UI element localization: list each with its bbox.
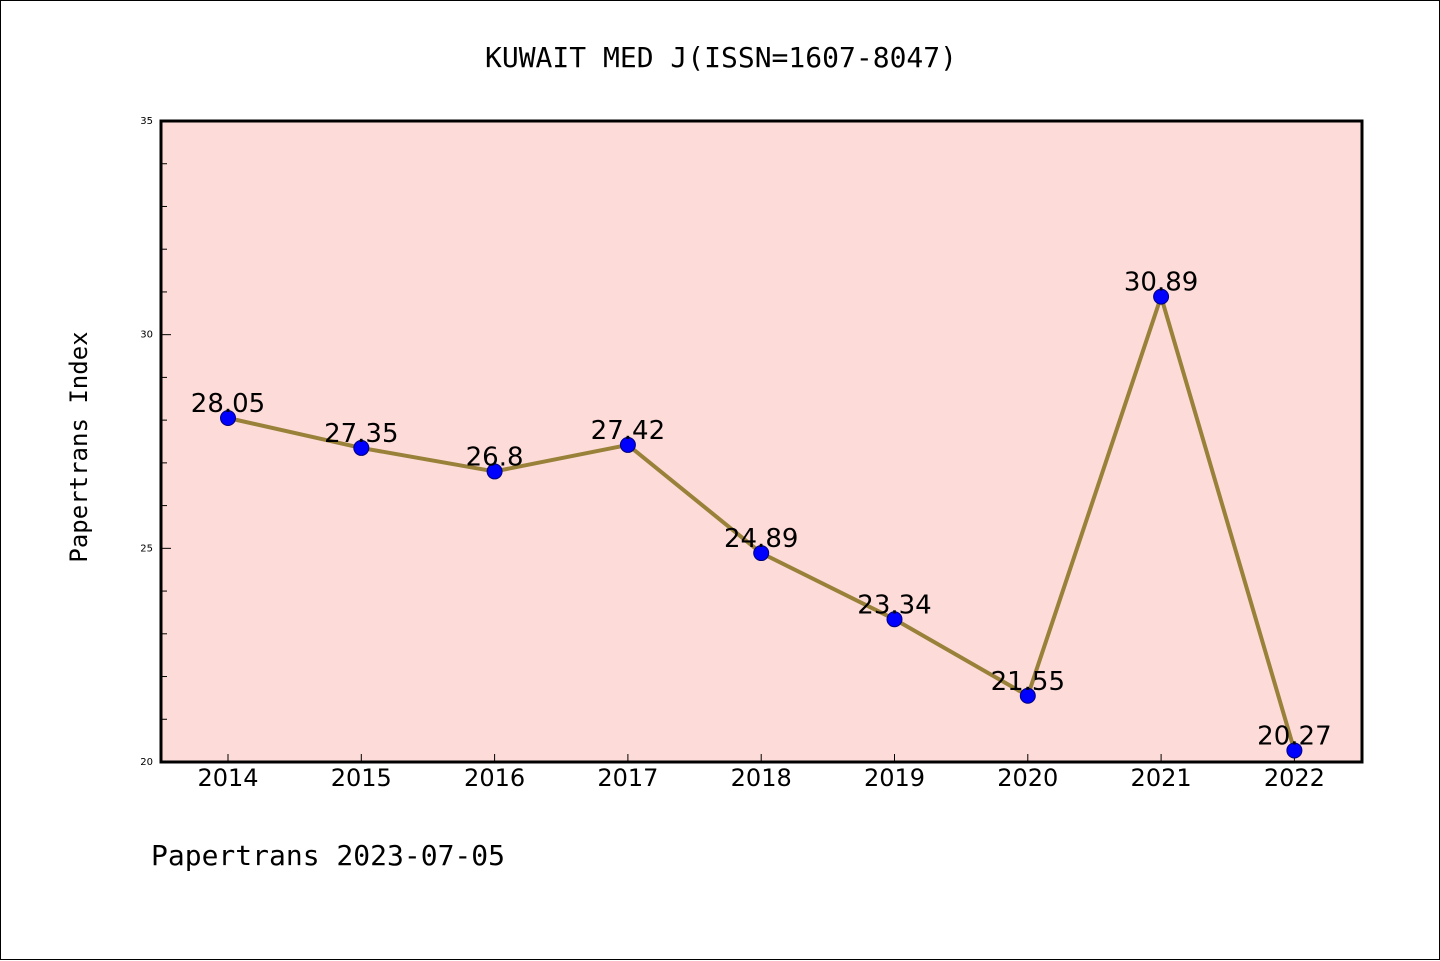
data-point: [353, 439, 370, 456]
y-tick-label: 30: [140, 330, 153, 341]
data-point: [1286, 742, 1303, 759]
x-tick-label: 2022: [1264, 764, 1325, 792]
data-label: 23.34: [857, 590, 931, 620]
x-tick-label: 2018: [731, 764, 792, 792]
data-point: [486, 463, 503, 480]
data-point: [220, 409, 236, 426]
x-tick-label: 2016: [464, 764, 525, 792]
x-tick-label: 2015: [331, 764, 392, 792]
data-label: 21.55: [991, 667, 1065, 697]
footer-source: Papertrans 2023-07-05: [151, 839, 505, 872]
data-label: 27.42: [591, 416, 665, 446]
data-label: 27.35: [324, 419, 398, 449]
x-tick-label: 2014: [197, 764, 258, 792]
data-point: [619, 436, 636, 453]
y-tick-label: 20: [140, 757, 153, 768]
y-tick-label: 35: [140, 116, 153, 127]
data-point: [753, 545, 770, 562]
y-axis-label: Papertrans Index: [65, 331, 93, 562]
chart-title: KUWAIT MED J(ISSN=1607-8047): [485, 41, 957, 74]
y-tick-label: 25: [140, 543, 153, 554]
data-point: [1153, 288, 1170, 305]
data-label: 30.89: [1124, 268, 1198, 298]
data-label: 28.05: [191, 389, 265, 419]
x-axis-ticks: 2014 2015 2016 2017 2018 2019 2020 2021 2022: [197, 754, 1325, 792]
y-axis-ticks: 20 25 30 35: [140, 116, 171, 768]
data-point: [886, 611, 903, 628]
x-tick-label: 2021: [1131, 764, 1192, 792]
x-tick-label: 2017: [597, 764, 658, 792]
data-label: 20.27: [1257, 721, 1331, 751]
data-point: [1019, 687, 1036, 704]
x-tick-label: 2019: [864, 764, 925, 792]
data-label: 26.8: [466, 442, 524, 472]
data-label: 24.89: [724, 524, 798, 554]
series-group: 28.05 27.35 26.8 27.42 24.89 23.34 21.55 30.89 2…: [191, 268, 1332, 759]
x-tick-label: 2020: [997, 764, 1058, 792]
